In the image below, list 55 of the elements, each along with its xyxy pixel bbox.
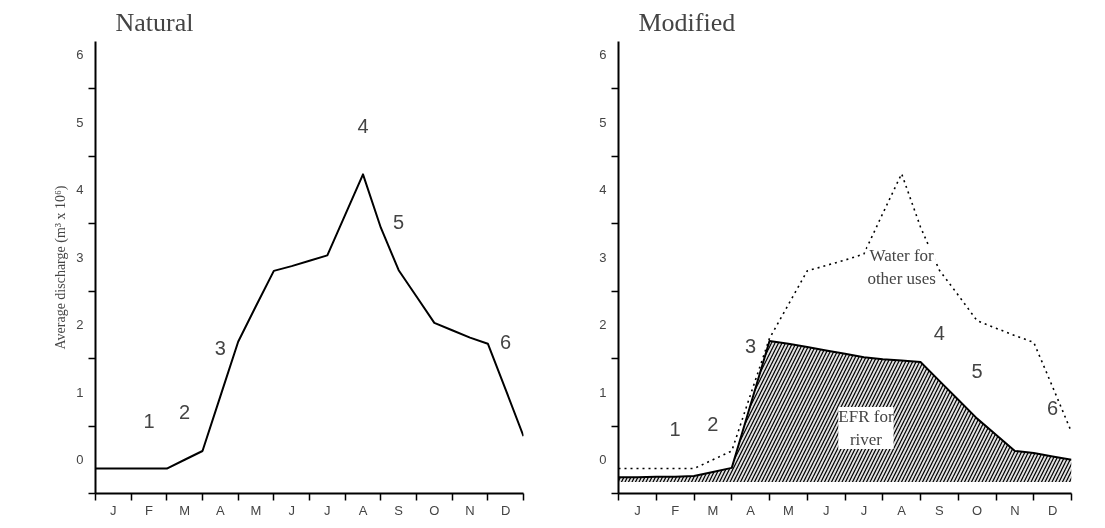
- series-label: Water for other uses: [867, 246, 936, 289]
- chart-title: Modified: [638, 7, 736, 37]
- y-tick-label: 4: [76, 182, 84, 198]
- y-tick-label: 3: [76, 249, 84, 265]
- x-tick-label: A: [216, 502, 225, 518]
- y-tick-label: 5: [599, 114, 607, 130]
- y-tick-label: 6: [76, 47, 84, 63]
- y-tick-label: 4: [599, 182, 607, 198]
- y-tick-label: 0: [599, 452, 607, 468]
- x-tick-label: O: [972, 502, 983, 518]
- x-tick-label: J: [288, 502, 295, 518]
- x-tick-label: O: [429, 502, 440, 518]
- annotation: 2: [179, 400, 191, 423]
- x-tick-label: A: [358, 502, 368, 518]
- annotation: 5: [971, 359, 983, 382]
- x-tick-label: M: [707, 502, 719, 518]
- x-tick-label: F: [145, 502, 154, 518]
- x-tick-label: N: [1010, 502, 1020, 518]
- y-tick-label: 2: [599, 317, 607, 333]
- x-tick-label: J: [822, 502, 830, 518]
- x-tick-label: M: [782, 502, 794, 518]
- y-tick-label: 6: [599, 47, 607, 63]
- x-tick-label: D: [500, 502, 511, 518]
- y-axis-title: Average discharge (m³ x 10⁶): [53, 185, 70, 350]
- annotation: 2: [707, 412, 719, 435]
- x-tick-label: J: [860, 502, 868, 518]
- annotation: 3: [214, 337, 226, 360]
- y-tick-label: 2: [76, 317, 84, 333]
- x-tick-label: N: [465, 502, 475, 518]
- annotation: 4: [933, 321, 945, 344]
- x-tick-label: J: [110, 502, 117, 518]
- annotation: 5: [393, 211, 405, 234]
- annotation: 3: [745, 335, 757, 358]
- annotation: 6: [1047, 397, 1059, 420]
- text: EFR for river: [838, 407, 894, 449]
- y-tick-label: 3: [599, 249, 607, 265]
- x-tick-label: S: [935, 502, 945, 518]
- x-tick-label: A: [746, 502, 756, 518]
- y-tick-label: 0: [76, 452, 84, 468]
- x-tick-label: J: [324, 502, 331, 518]
- x-tick-label: M: [250, 502, 262, 518]
- annotation: 6: [500, 330, 512, 353]
- x-tick-label: M: [179, 502, 191, 518]
- x-tick-label: F: [671, 502, 680, 518]
- y-tick-label: 1: [76, 384, 84, 400]
- y-tick-label: 5: [76, 114, 84, 130]
- chart-title: Natural: [115, 7, 194, 37]
- annotation: 4: [357, 115, 369, 138]
- x-tick-label: A: [897, 502, 907, 518]
- x-tick-label: S: [394, 502, 404, 518]
- y-tick-label: 1: [599, 384, 607, 400]
- x-tick-label: J: [634, 502, 641, 518]
- x-tick-label: D: [1047, 502, 1058, 518]
- annotation: 1: [143, 409, 155, 432]
- annotation: 1: [669, 417, 681, 440]
